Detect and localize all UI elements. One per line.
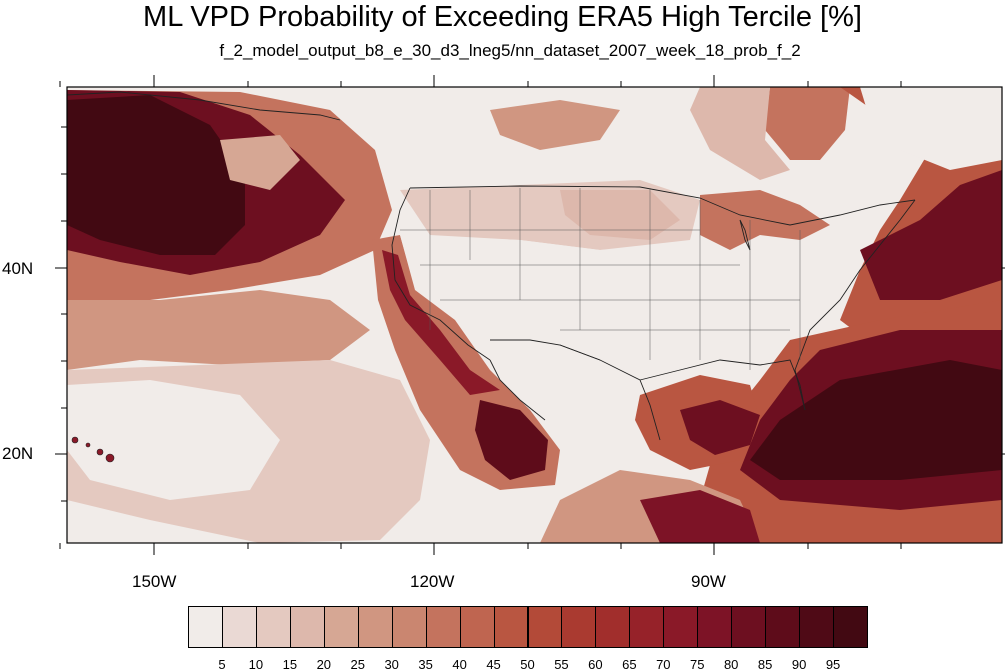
colorbar-swatch: [221, 606, 257, 648]
colorbar-tick-label: 85: [757, 657, 773, 672]
colorbar-swatch: [799, 606, 835, 648]
colorbar-swatch: [493, 606, 529, 648]
colorbar-swatch: [561, 606, 597, 648]
colorbar-tick-label: 35: [418, 657, 433, 672]
colorbar-swatch: [629, 606, 665, 648]
canada-border: [409, 185, 916, 226]
lon-label-150w: 150W: [132, 572, 177, 591]
map-plot: [55, 75, 1005, 555]
hawaii-islands: [71, 436, 115, 463]
colorbar-tick-label: 40: [452, 657, 467, 672]
colorbar-tick-label: 80: [723, 657, 739, 672]
colorbar-swatch: [459, 606, 495, 648]
colorbar-tick-label: 25: [350, 657, 365, 672]
axis-ticks: [55, 75, 1005, 555]
colorbar-swatch: [357, 606, 393, 648]
coastlines: [67, 91, 916, 441]
colorbar-swatch: [289, 606, 325, 648]
region-baja-core: [475, 400, 548, 480]
lon-label-90w: 90W: [691, 572, 726, 591]
colorbar-swatch: [595, 606, 631, 648]
region-ne-pacific-core: [67, 95, 245, 255]
region-hudson-light: [690, 87, 790, 180]
us-west-coast: [391, 187, 491, 361]
colorbar-tick-label: 45: [486, 657, 501, 672]
colorbar-swatch: [425, 606, 461, 648]
colorbar-swatch: [323, 606, 359, 648]
region-atlantic-low-corner: [860, 87, 1002, 170]
region-tropical-east-pacific-high: [640, 490, 760, 543]
colorbar-swatch: [663, 606, 699, 648]
colorbar-tick-label: 15: [282, 657, 298, 672]
colorbar-tick-label: 65: [622, 657, 637, 672]
alaska-coast: [67, 91, 341, 121]
colorbar-tick-label: 95: [825, 657, 841, 672]
colorbar-tick-label: 55: [554, 657, 569, 672]
plot-frame: [66, 86, 1003, 544]
colorbar-tick-label: 10: [248, 657, 264, 672]
mexico-border: [490, 339, 601, 361]
region-gulf-high: [680, 400, 760, 455]
region-pacific-band: [67, 290, 370, 370]
region-central-pacific-low: [67, 380, 280, 500]
colorbar-swatch: [697, 606, 733, 648]
colorbar-swatch: [391, 606, 427, 648]
lat-label-20n: 20N: [2, 444, 34, 463]
region-canada-strip: [490, 100, 620, 150]
colorbar-swatch: [188, 606, 223, 648]
colorbar-tick-label: 5: [218, 657, 226, 672]
us-gulf-coast: [639, 359, 806, 411]
colorbar-tick-label: 90: [791, 657, 807, 672]
colorbar-tick-label: 50: [520, 657, 535, 672]
colorbar-tick-label: 75: [690, 657, 705, 672]
region-conus-interior: [400, 235, 840, 385]
colorbar-tick-label: 70: [656, 657, 671, 672]
colorbar-tick-label: 30: [384, 657, 399, 672]
lon-label-120w: 120W: [410, 572, 455, 591]
region-atlantic-core: [750, 360, 1002, 480]
colorbar-swatch: [765, 606, 801, 648]
baja-coast: [489, 359, 546, 421]
colorbar-tick-label: 20: [316, 657, 332, 672]
region-hudson: [765, 87, 850, 160]
colorbar-swatch: [833, 606, 868, 648]
colorbar-swatch: [731, 606, 767, 648]
colorbar: [188, 606, 868, 648]
lat-label-40n: 40N: [2, 259, 34, 278]
map-subtitle: f_2_model_output_b8_e_30_d3_lneg5/nn_dat…: [219, 41, 801, 60]
state-boundaries: [400, 188, 801, 370]
map-title: ML VPD Probability of Exceeding ERA5 Hig…: [143, 1, 862, 33]
region-pacific-patch-light: [220, 135, 300, 190]
us-east-coast: [794, 199, 916, 411]
colorbar-swatch: [527, 606, 563, 648]
region-ne-coast-high: [860, 170, 1002, 300]
colorbar-tick-label: 60: [588, 657, 603, 672]
colorbar-swatch: [255, 606, 291, 648]
